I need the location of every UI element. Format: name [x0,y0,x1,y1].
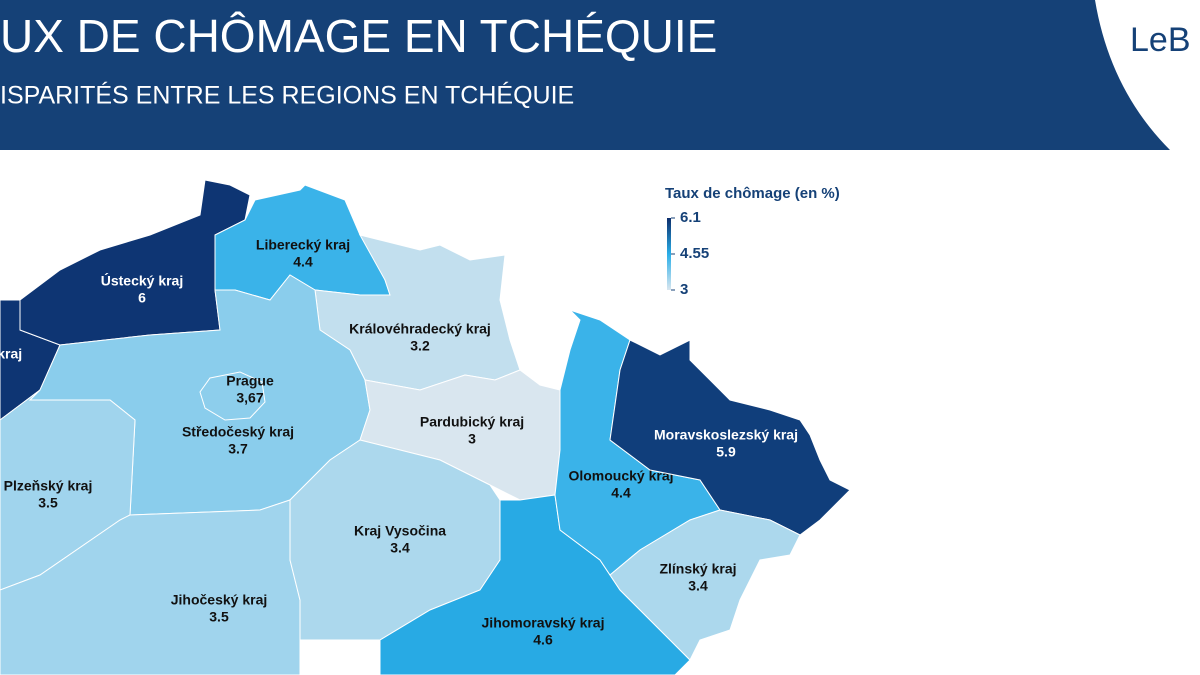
region-value: 3.2 [410,338,430,354]
region-value: 3.5 [38,495,58,511]
region-name: ký kraj [0,346,22,362]
region-value: 3.4 [390,540,410,556]
legend-tick-label: 3 [680,281,688,298]
region [0,499,301,675]
region-value: 3 [468,431,476,447]
region-name: Královéhradecký kraj [349,321,491,337]
title: UX DE CHÔMAGE EN TCHÉQUIE [0,10,717,62]
region-name: Kraj Vysočina [354,523,446,539]
region-value: 3.7 [228,441,248,457]
region [199,371,266,421]
region-name: Olomoucký kraj [568,468,673,484]
header-band [0,0,1170,150]
region-name: Liberecký kraj [256,237,350,253]
region [609,509,801,661]
legend-tick-label: 4.55 [680,245,709,262]
region-name: Jihočeský kraj [171,592,268,608]
region-name: Prague [226,373,274,389]
logo: LeB [1130,21,1191,59]
legend-bar [667,218,671,290]
region-name: Plzeňský kraj [4,478,93,494]
region-name: Pardubický kraj [420,414,524,430]
region-name: Středočeský kraj [182,424,294,440]
legend-tick-label: 6.1 [680,209,701,226]
legend-title: Taux de chômage (en %) [665,185,840,202]
region-value: 4.6 [533,632,553,648]
region-value: 6 [138,290,146,306]
region-value: 3.5 [209,609,229,625]
region-value: 3,67 [236,390,263,406]
region-value: 5.9 [716,444,736,460]
region-value: 4.4 [611,485,631,501]
subtitle: ISPARITÉS ENTRE LES REGIONS EN TCHÉQUIE [0,81,574,110]
region-name: Moravskoslezský kraj [654,427,798,443]
region-name: Ústecký kraj [101,272,184,289]
region-name: Jihomoravský kraj [482,615,605,631]
region-value: 3.4 [688,578,708,594]
region [609,339,851,536]
region-name: Zlínský kraj [659,561,736,577]
region-value: 4.4 [293,254,313,270]
